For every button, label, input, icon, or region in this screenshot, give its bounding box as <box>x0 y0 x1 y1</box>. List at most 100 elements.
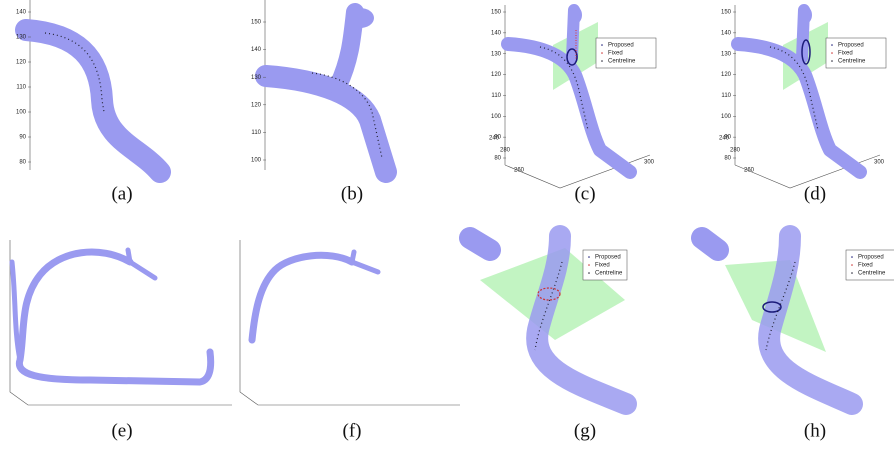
legend-marker <box>851 272 853 274</box>
tick-label: 130 <box>491 51 502 57</box>
contour <box>566 48 578 66</box>
legend-marker <box>601 52 603 54</box>
legend-box <box>595 37 657 69</box>
centreline <box>769 46 819 131</box>
vessel <box>731 37 867 179</box>
tick-label: 100 <box>491 114 502 120</box>
vessel <box>15 19 171 183</box>
legend-label: Fixed <box>838 51 853 57</box>
tick-label: 90 <box>19 135 26 141</box>
caption: (h) <box>804 420 826 441</box>
tick-label: 110 <box>491 93 501 99</box>
tick-label: 140 <box>721 30 732 36</box>
tick-label: 100 <box>721 114 732 120</box>
tick-label: 280 <box>500 148 511 154</box>
legend-box <box>825 37 887 69</box>
tick-label: 120 <box>16 60 27 66</box>
vessel <box>255 65 397 183</box>
centreline <box>311 72 383 159</box>
legend-marker <box>601 60 603 62</box>
legend-label: Proposed <box>595 255 621 261</box>
tick-label: 280 <box>730 148 741 154</box>
tick-label: 140 <box>491 30 502 36</box>
tick-label: 150 <box>721 10 732 16</box>
tick-label: 90 <box>494 135 501 141</box>
contour <box>762 301 782 313</box>
caption: (c) <box>574 183 595 204</box>
legend-marker <box>831 52 833 54</box>
vessel <box>758 225 863 415</box>
legend-marker <box>851 264 853 266</box>
centreline <box>765 261 796 351</box>
tick-label: 240 <box>719 136 730 142</box>
legend-label: Fixed <box>595 263 610 269</box>
centreline <box>44 32 105 113</box>
vessel-branch <box>459 227 501 261</box>
tick-label: 150 <box>251 20 262 26</box>
tick-label: 140 <box>16 10 27 16</box>
vessel <box>501 37 637 179</box>
tick-label: 120 <box>721 72 732 78</box>
panel-f <box>239 240 460 406</box>
tick-label: 80 <box>724 156 731 162</box>
tick-label: 110 <box>721 93 731 99</box>
tick-label: 130 <box>721 51 732 57</box>
legend-marker <box>831 60 833 62</box>
legend-label: Centreline <box>595 271 623 277</box>
panel-d <box>731 4 881 189</box>
tick-label: 130 <box>16 35 27 41</box>
legend-label: Proposed <box>838 43 864 49</box>
axis <box>239 240 460 406</box>
legend-marker <box>851 256 853 258</box>
legend-box <box>845 249 894 281</box>
contour <box>801 39 811 65</box>
legend-marker <box>588 272 590 274</box>
vessel <box>15 248 215 386</box>
caption: (e) <box>111 420 132 441</box>
legend-marker <box>588 264 590 266</box>
vessel-blob <box>346 8 374 28</box>
legend-label: Fixed <box>608 51 623 57</box>
tick-label: 150 <box>491 10 502 16</box>
vessel <box>248 251 356 344</box>
legend-label: Proposed <box>858 255 884 261</box>
caption: (d) <box>804 183 826 204</box>
panel-a <box>15 0 171 183</box>
vessel-branch <box>125 247 158 281</box>
caption: (g) <box>574 420 596 441</box>
vessel-branch <box>9 259 23 363</box>
legend-label: Proposed <box>608 43 634 49</box>
vessel <box>526 225 637 415</box>
tick-label: 240 <box>489 136 500 142</box>
caption: (f) <box>343 420 362 441</box>
tick-label: 300 <box>644 160 655 166</box>
panel-e <box>9 240 232 406</box>
tick-label: 260 <box>744 168 755 174</box>
tick-label: 260 <box>514 168 525 174</box>
panel-c <box>501 4 651 189</box>
caption: (b) <box>341 183 363 204</box>
tick-label: 80 <box>19 160 26 166</box>
contour <box>537 287 561 301</box>
tick-label: 120 <box>251 102 262 108</box>
legend-box <box>582 249 628 281</box>
vessel-blob <box>798 6 812 24</box>
centreline <box>539 46 589 131</box>
tick-label: 80 <box>494 156 501 162</box>
caption: (a) <box>111 183 132 204</box>
tick-label: 140 <box>251 47 262 53</box>
legend-label: Centreline <box>608 59 636 65</box>
tick-label: 90 <box>724 135 731 141</box>
legend-marker <box>831 44 833 46</box>
tick-label: 130 <box>251 75 262 81</box>
legend-label: Centreline <box>838 59 866 65</box>
tick-label: 100 <box>251 158 262 164</box>
vessel-branch <box>349 249 381 275</box>
legend-marker <box>588 256 590 258</box>
panel-h <box>691 225 863 415</box>
legend-marker <box>601 44 603 46</box>
tick-label: 110 <box>16 85 26 91</box>
tick-label: 300 <box>874 160 885 166</box>
tick-label: 100 <box>16 110 27 116</box>
